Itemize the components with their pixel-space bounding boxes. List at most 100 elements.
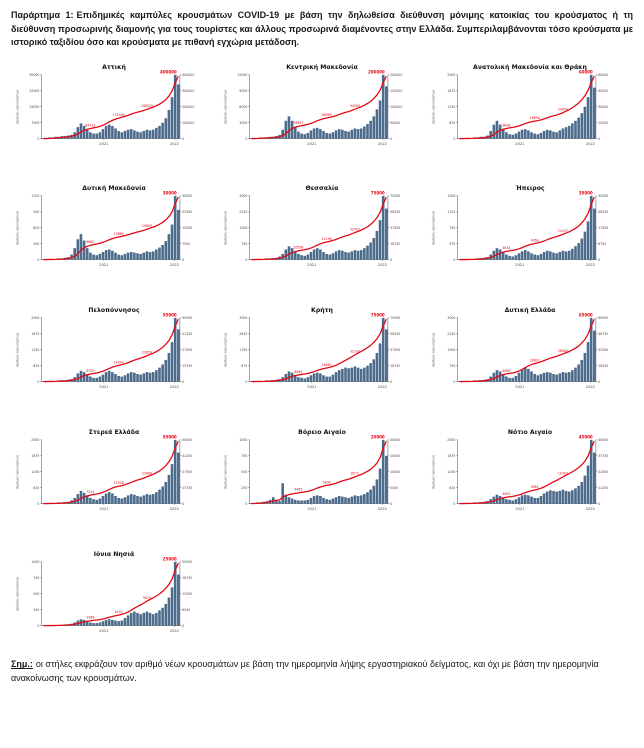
svg-text:19303: 19303 [558,472,568,476]
svg-text:24904: 24904 [558,107,568,111]
cumulative-cases-line [251,197,387,261]
svg-text:4202: 4202 [115,610,123,614]
chart-title: Αττική [102,63,126,71]
svg-text:2022: 2022 [586,142,595,146]
svg-text:8084: 8084 [294,370,302,374]
svg-text:1500: 1500 [447,348,455,352]
svg-text:2021: 2021 [99,629,108,633]
svg-text:9861: 9861 [531,485,539,489]
chart-plot: Θεσσαλία 0 0 750 18750 1500 37500 2250 56250 3000… [223,184,400,267]
svg-text:18750: 18750 [390,364,400,368]
chart-plot: Ιόνια Νησιά 0 0 250 6250 500 12500 750 18750 1000… [15,550,192,633]
svg-text:750: 750 [449,364,455,368]
cumulative-cases-line [251,75,387,139]
svg-text:15000: 15000 [390,454,400,458]
header-label: Παράρτημα 1: [11,10,74,20]
svg-text:2022: 2022 [378,263,387,267]
svg-text:250: 250 [33,608,39,612]
svg-text:14247: 14247 [558,229,568,233]
svg-text:21196: 21196 [322,237,332,241]
cumulative-cases-line [43,75,179,139]
svg-text:1000: 1000 [31,560,39,564]
cumulative-point-labels: 7514 15328 23668 [86,472,152,494]
svg-text:0: 0 [37,258,39,262]
chart-title: Βόρειο Αιγαίο [298,428,346,436]
svg-text:500: 500 [241,470,247,474]
svg-text:0: 0 [245,380,247,384]
svg-text:625: 625 [449,120,455,124]
svg-text:65000: 65000 [598,316,608,320]
svg-text:2022: 2022 [170,507,179,511]
cumulative-cases-line [43,318,179,383]
svg-text:0: 0 [37,380,39,384]
cumulative-total-label: 55000 [163,434,177,439]
svg-text:5836: 5836 [323,480,331,484]
x-axis-ticks: 2021 2022 [515,381,595,389]
svg-text:200000: 200000 [182,104,194,108]
svg-text:16858: 16858 [530,115,540,119]
svg-text:2500: 2500 [31,438,39,442]
svg-text:7500: 7500 [182,242,190,246]
chart-10: Στερεά Ελλάδα 0 0 625 13750 1250 27500 1875 4125… [13,425,215,523]
axis-ticks: 0 0 625 13750 1250 27500 1875 41250 2500 55000 [31,438,192,506]
svg-text:18750: 18750 [390,242,400,246]
header-paragraph: Παράρτημα 1: Επιδημικές καμπύλες κρουσμάτ… [11,9,633,50]
svg-text:22500: 22500 [29,88,39,92]
cumulative-total-label: 75000 [371,191,385,196]
svg-text:750: 750 [241,454,247,458]
chart-12: Νότιο Αιγαίο 0 0 625 11250 1250 22500 1875 33750… [429,425,631,523]
chart-plot: Ανατολική Μακεδονία και Θράκη 0 0 625 15000 1… [431,63,608,146]
svg-text:100000: 100000 [390,104,402,108]
chart-plot: Κεντρική Μακεδονία 0 0 3000 50000 6000 100000 9… [223,63,402,146]
svg-text:2022: 2022 [170,385,179,389]
chart-title: Ήπειρος [514,184,545,192]
x-axis-ticks: 2021 2022 [515,259,595,267]
svg-text:2021: 2021 [99,142,108,146]
svg-text:27500: 27500 [182,348,192,352]
chart-7: Πελοπόννησος 0 0 625 13750 1250 27500 1875 41250… [13,303,215,401]
axis-ticks: 0 0 300 7500 600 15000 900 22500 1200 30000 [31,194,192,262]
svg-text:0: 0 [453,502,455,506]
chart-plot: Δυτική Ελλάδα 0 0 750 16250 1500 32500 2250 4875… [431,306,608,389]
svg-text:7500: 7500 [31,120,39,124]
svg-text:2021: 2021 [307,385,316,389]
svg-text:32507: 32507 [350,228,360,232]
chart-plot: Δυτική Μακεδονία 0 0 300 7500 600 15000 900 2250… [15,184,192,267]
svg-text:0: 0 [390,380,392,384]
svg-text:2021: 2021 [307,263,316,267]
svg-text:55000: 55000 [182,438,192,442]
svg-text:3000: 3000 [239,194,247,198]
svg-text:6880: 6880 [86,240,94,244]
svg-text:15000: 15000 [29,104,39,108]
svg-text:2022: 2022 [586,507,595,511]
svg-text:1250: 1250 [31,470,39,474]
svg-text:75000: 75000 [390,194,400,198]
svg-text:26250: 26250 [598,210,608,214]
svg-text:32500: 32500 [598,348,608,352]
chart-plot: Στερεά Ελλάδα 0 0 625 13750 1250 27500 1875 4125… [15,428,192,511]
x-axis-ticks: 2021 2022 [307,503,387,511]
chart-title: Κρήτη [311,306,333,314]
svg-text:0: 0 [182,136,184,140]
x-axis-ticks: 2021 2022 [307,259,387,267]
svg-text:4602: 4602 [502,492,510,496]
svg-text:3500: 3500 [239,316,247,320]
y-axis-label: Αριθμός κρουσμάτων [15,211,19,245]
svg-text:9810: 9810 [143,596,151,600]
header-text: Επιδημικές καμπύλες κρουσμάτων COVID-19 … [11,10,634,47]
svg-text:0: 0 [245,136,247,140]
y-axis-label: Αριθμός κρουσμάτων [15,454,19,488]
svg-text:2022: 2022 [378,507,387,511]
svg-text:2022: 2022 [170,629,179,633]
svg-text:0: 0 [182,258,184,262]
svg-text:2022: 2022 [170,263,179,267]
svg-text:0: 0 [453,258,455,262]
svg-text:300000: 300000 [182,88,194,92]
svg-text:8060: 8060 [502,369,510,373]
svg-text:66085: 66085 [322,112,332,116]
y-axis-label: Αριθμός κρουσμάτων [223,211,227,245]
chart-8: Κρήτη 0 0 875 18750 1750 37500 2625 56250 3500 750… [221,303,423,401]
svg-text:1500: 1500 [239,226,247,230]
svg-text:4634: 4634 [502,247,510,251]
chart-3: Ανατολική Μακεδονία και Θράκη 0 0 625 15000 1… [429,60,631,158]
